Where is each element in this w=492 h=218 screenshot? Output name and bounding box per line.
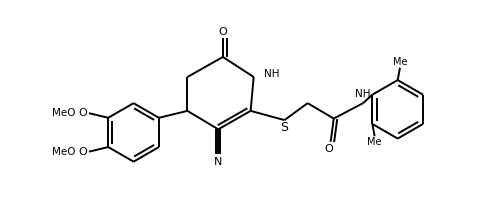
Text: O: O [218, 27, 227, 37]
Text: NH: NH [355, 89, 370, 99]
Text: Me: Me [393, 57, 407, 66]
Text: NH: NH [265, 69, 280, 79]
Text: MeO: MeO [52, 147, 75, 157]
Text: MeO: MeO [52, 108, 75, 118]
Text: O: O [78, 108, 87, 118]
Text: Me: Me [368, 137, 382, 147]
Text: O: O [324, 144, 333, 154]
Text: N: N [214, 157, 222, 167]
Text: O: O [78, 147, 87, 157]
Text: S: S [280, 121, 288, 134]
